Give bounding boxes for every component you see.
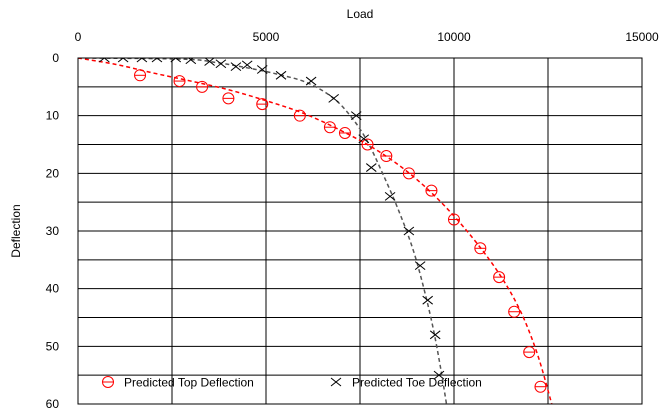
- series-0-point: [173, 75, 186, 88]
- series-1-point: [230, 62, 242, 72]
- marker-stroke: [185, 58, 194, 65]
- x-axis-title: Load: [347, 7, 374, 21]
- series-1-point: [241, 60, 253, 70]
- plot-area-frame: [77, 57, 643, 405]
- series-1-point: [256, 65, 268, 74]
- x-tick-label: 0: [75, 30, 82, 44]
- y-tick-label: 10: [46, 109, 60, 123]
- series-1-point: [185, 58, 197, 65]
- x-tick-label: 5000: [253, 30, 280, 44]
- marker-stroke: [275, 70, 287, 80]
- series-1-point: [215, 59, 227, 69]
- y-tick-label: 40: [46, 282, 60, 296]
- series-0-point: [493, 271, 506, 284]
- marker-stroke: [350, 111, 362, 121]
- series-1-point: [350, 111, 362, 121]
- marker-stroke: [170, 58, 177, 63]
- series-1-point: [151, 58, 163, 63]
- marker-stroke: [422, 295, 433, 305]
- marker-stroke: [241, 60, 253, 70]
- chart-legend: Predicted Top Deflection Predicted Toe De…: [102, 376, 482, 390]
- series-0-point: [534, 380, 547, 393]
- series-1-point: [117, 58, 129, 63]
- marker-stroke: [136, 58, 143, 63]
- series-0-point: [380, 150, 393, 163]
- series-1-point: [403, 226, 415, 236]
- series-0-point: [523, 346, 536, 359]
- marker-stroke: [256, 65, 268, 74]
- series-0-point: [402, 167, 415, 180]
- legend-marker-0: [102, 376, 114, 388]
- marker-stroke: [429, 330, 441, 340]
- series-1-point: [365, 163, 377, 172]
- x-tick-label: 10000: [437, 30, 471, 44]
- y-tick-label: 20: [46, 166, 60, 180]
- series-0-point: [425, 184, 438, 197]
- y-tick-label: 30: [46, 224, 60, 238]
- series-1-curve: [85, 58, 448, 404]
- series-0-point: [361, 138, 374, 151]
- marker-stroke: [141, 58, 148, 63]
- series-1-point: [305, 76, 317, 86]
- marker-stroke: [305, 76, 317, 86]
- legend-label-1: Predicted Toe Deflection: [352, 376, 482, 390]
- marker-stroke: [230, 62, 242, 72]
- x-tick-label: 15000: [625, 30, 659, 44]
- marker-stroke: [384, 192, 396, 201]
- series-0-point: [323, 121, 336, 134]
- series-markers: [99, 58, 547, 393]
- marker-stroke: [330, 377, 342, 387]
- series-0-point: [448, 213, 460, 226]
- marker-stroke: [365, 163, 377, 172]
- series-1-point: [433, 370, 445, 380]
- marker-stroke: [156, 58, 163, 63]
- series-1-point: [384, 192, 396, 201]
- series-0-point: [508, 305, 521, 318]
- series-0-point: [338, 126, 351, 139]
- marker-stroke: [215, 59, 227, 69]
- series-1-point: [429, 330, 441, 340]
- series-0-point: [293, 109, 306, 122]
- series-1-point: [358, 134, 370, 144]
- series-1-point: [170, 58, 182, 63]
- y-axis-title: Deflection: [9, 204, 23, 257]
- series-1-point: [328, 93, 339, 103]
- series-1-point: [422, 295, 433, 305]
- marker-stroke: [103, 58, 110, 63]
- series-0-point: [474, 242, 487, 255]
- marker-stroke: [204, 58, 215, 66]
- marker-stroke: [174, 58, 182, 63]
- y-tick-label: 0: [52, 51, 59, 65]
- series-1-point: [99, 58, 110, 63]
- legend-marker-1: [330, 377, 342, 387]
- marker-stroke: [151, 58, 158, 63]
- series-0-point: [256, 98, 269, 111]
- marker-stroke: [403, 226, 415, 236]
- series-1-point: [414, 261, 426, 270]
- y-tick-label: 60: [46, 397, 60, 409]
- series-0-point: [222, 92, 235, 105]
- marker-stroke: [117, 58, 124, 63]
- series-0-point: [134, 69, 147, 82]
- series-1-point: [136, 58, 148, 63]
- marker-stroke: [99, 58, 106, 63]
- tick-labels: 0 5000 10000 15000 0 10 20 30 40 50 60: [46, 30, 659, 409]
- series-0-curve: [78, 58, 553, 404]
- marker-stroke: [328, 93, 339, 103]
- series-curves: [78, 58, 553, 404]
- marker-stroke: [358, 134, 370, 144]
- marker-stroke: [433, 370, 445, 380]
- marker-stroke: [414, 261, 426, 270]
- marker-stroke: [122, 58, 129, 63]
- series-1-point: [275, 70, 287, 80]
- series-0-point: [196, 80, 209, 93]
- series-1-point: [204, 58, 215, 66]
- y-tick-label: 50: [46, 339, 60, 353]
- legend-label-0: Predicted Top Deflection: [124, 376, 254, 390]
